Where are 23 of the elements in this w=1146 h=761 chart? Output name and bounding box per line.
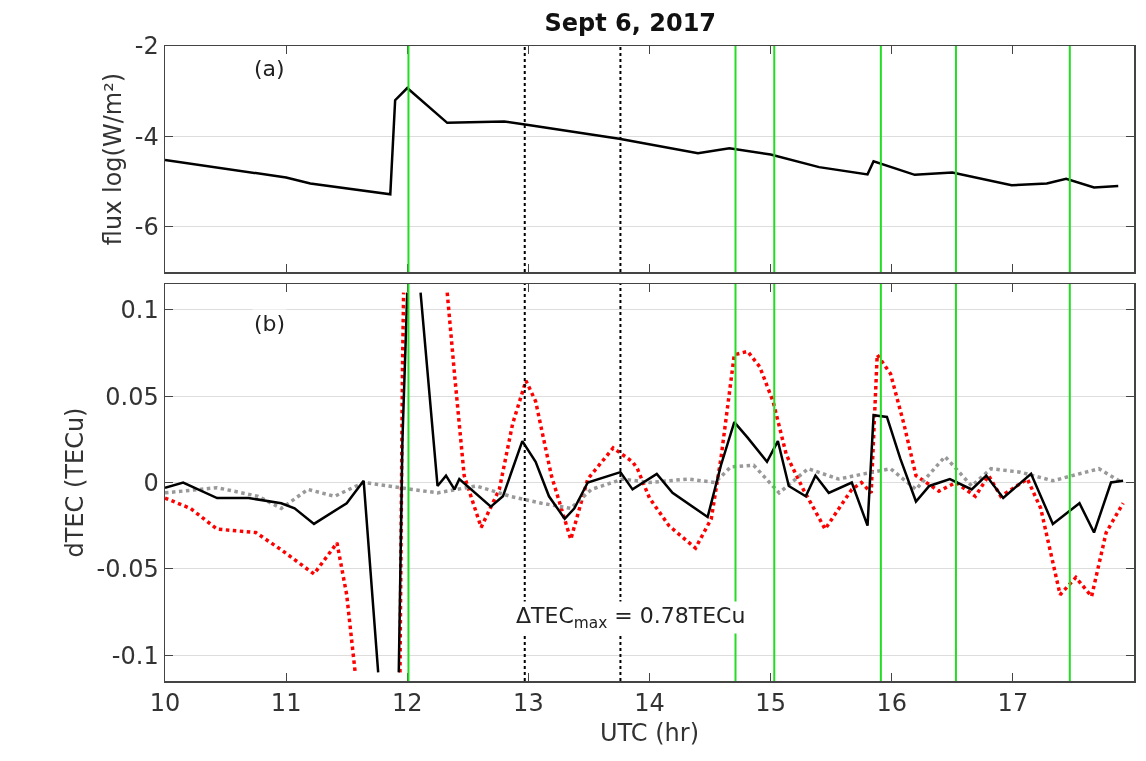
x-tick-label: 11 <box>270 689 302 718</box>
y-tick-label: 0.05 <box>105 382 159 411</box>
y-tick-label: -2 <box>134 32 159 61</box>
annotation: (b) <box>254 311 286 336</box>
x-tick-label: 13 <box>513 689 544 718</box>
x-tick-label: 15 <box>755 689 786 718</box>
x-tick-label: 17 <box>997 689 1029 718</box>
annotation: ΔTEC$_{max}$ = 0.78TECu <box>516 603 746 632</box>
y-tick-label: -6 <box>134 213 159 242</box>
x-tick-label: 12 <box>391 689 423 718</box>
y-tick-label: -0.05 <box>96 555 159 584</box>
x-tick-label: 16 <box>876 689 908 718</box>
annotation: (a) <box>254 56 285 81</box>
x-tick-label: 10 <box>149 689 181 718</box>
x-tick-label: 14 <box>634 689 665 718</box>
y-tick-label: 0 <box>143 468 159 497</box>
y-axis-title: dTEC (TECu) <box>60 407 89 558</box>
y-axis-title: flux log(W/m²) <box>99 72 128 246</box>
chart-title: Sept 6, 2017 <box>544 8 717 37</box>
y-tick-label: -0.1 <box>111 641 159 670</box>
y-tick-label: 0.1 <box>120 296 159 325</box>
x-axis-title: UTC (hr) <box>599 719 700 748</box>
y-tick-label: -4 <box>134 122 159 151</box>
